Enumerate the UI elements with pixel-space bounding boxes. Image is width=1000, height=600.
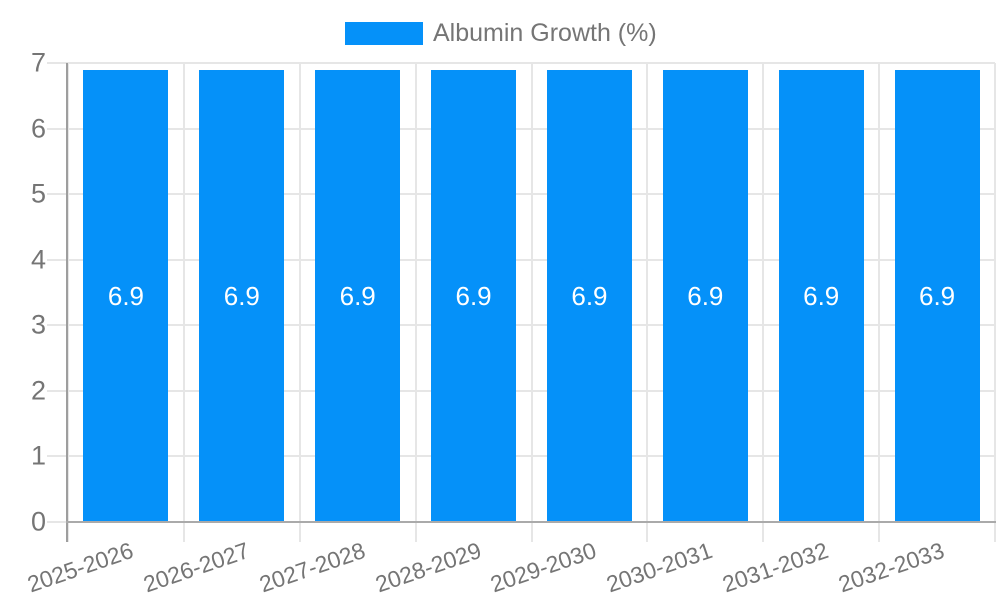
bar-value-label: 6.9 [340,283,376,309]
x-axis-tick-label: 2026-2027 [140,537,252,597]
y-axis-tick-label: 0 [2,509,46,536]
bar[interactable]: 6.9 [199,70,284,522]
v-gridline [994,63,996,542]
bar-value-label: 6.9 [803,283,839,309]
y-axis-tick-label: 5 [2,181,46,208]
v-gridline [878,63,880,542]
bar[interactable]: 6.9 [315,70,400,522]
bar[interactable]: 6.9 [431,70,516,522]
y-axis-line [66,63,68,542]
y-axis-tick-label: 3 [2,312,46,339]
plot-area: 0 1 2 3 4 5 6 7 6.9 6.9 6.9 6.9 6.9 6.9 6.9 6.9 2025-202… [0,0,1000,600]
h-gridline [47,62,995,64]
x-axis-tick-label: 2031-2032 [719,537,831,597]
bar-value-label: 6.9 [571,283,607,309]
x-axis-tick-label: 2028-2029 [372,537,484,597]
bar[interactable]: 6.9 [663,70,748,522]
y-axis-tick-label: 4 [2,246,46,273]
v-gridline [183,63,185,542]
x-axis-tick-label: 2029-2030 [487,537,599,597]
x-axis-tick-label: 2025-2026 [24,537,136,597]
y-axis-tick-label: 2 [2,377,46,404]
v-gridline [762,63,764,542]
v-gridline [646,63,648,542]
x-axis-tick-label: 2032-2033 [835,537,947,597]
bar[interactable]: 6.9 [83,70,168,522]
v-gridline [299,63,301,542]
bar-value-label: 6.9 [687,283,723,309]
y-axis-tick-label: 1 [2,443,46,470]
albumin-growth-bar-chart: Albumin Growth (%) 012345676.96.96.96.96… [0,0,1000,600]
y-axis-tick-label: 7 [2,50,46,77]
v-gridline [415,63,417,542]
bar-value-label: 6.9 [224,283,260,309]
bar-value-label: 6.9 [108,283,144,309]
x-axis-tick-label: 2030-2031 [603,537,715,597]
bar-value-label: 6.9 [455,283,491,309]
bar-value-label: 6.9 [919,283,955,309]
y-axis-tick-label: 6 [2,115,46,142]
v-gridline [531,63,533,542]
bar[interactable]: 6.9 [779,70,864,522]
x-axis-line [66,521,996,523]
bar[interactable]: 6.9 [547,70,632,522]
x-axis-tick-label: 2027-2028 [256,537,368,597]
bar[interactable]: 6.9 [895,70,980,522]
